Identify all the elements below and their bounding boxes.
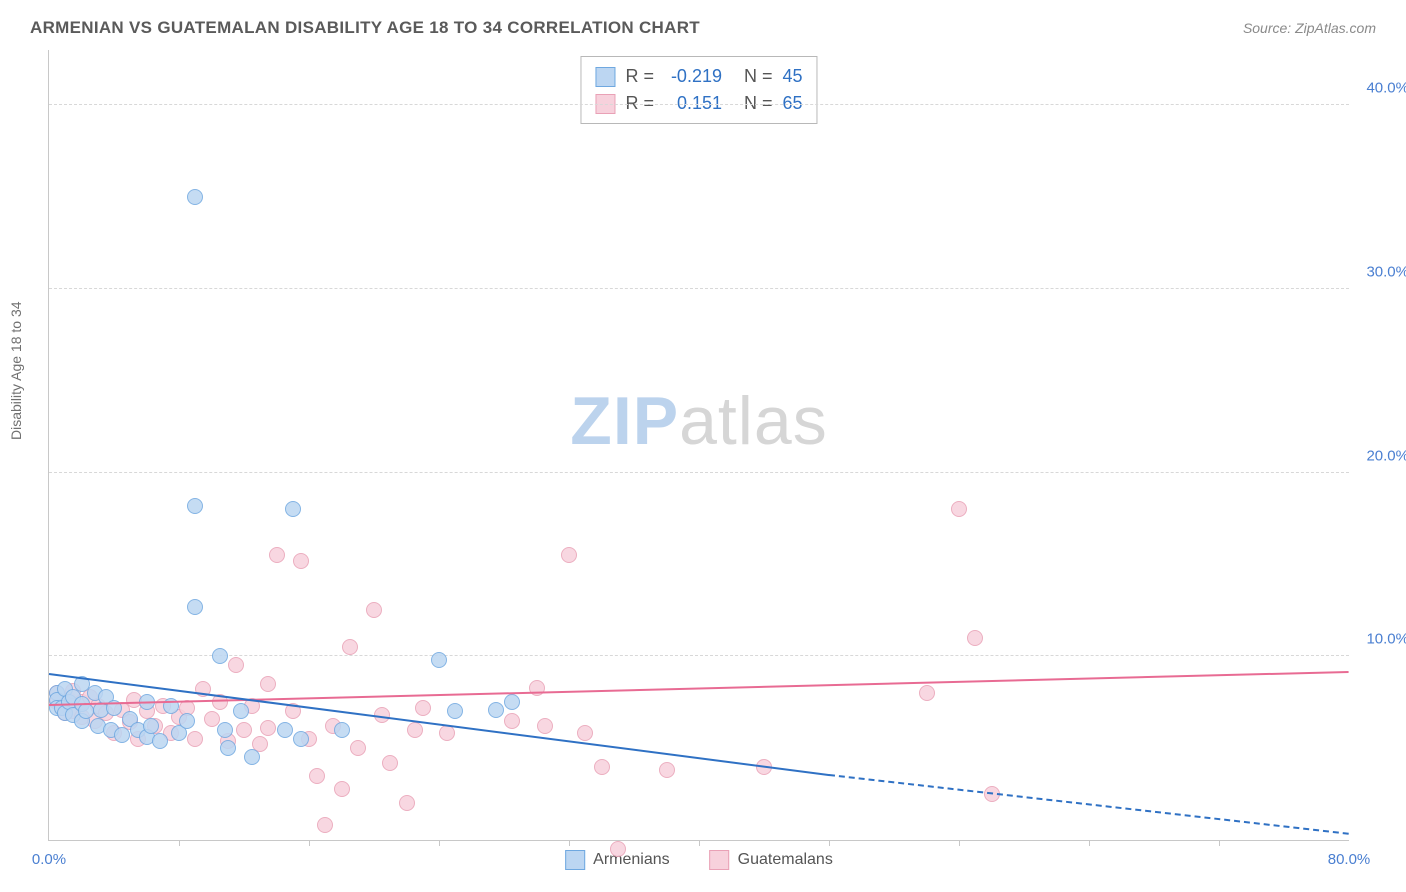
guatemalans-point [334,781,350,797]
stat-n-value: 45 [783,63,803,90]
legend-label: Armenians [593,851,669,869]
guatemalans-point [951,501,967,517]
armenians-point [217,722,233,738]
armenians-point [212,648,228,664]
guatemalans-point [415,700,431,716]
xtick-mark [309,840,310,846]
xtick-mark [1089,840,1090,846]
trendline-armenians-extrapolated [829,774,1349,835]
armenians-point [78,703,94,719]
legend-swatch-guatemalans [710,850,730,870]
armenians-point [143,718,159,734]
armenians-point [187,498,203,514]
guatemalans-point [293,553,309,569]
xtick-mark [569,840,570,846]
guatemalans-point [407,722,423,738]
armenians-point [244,749,260,765]
armenians-point [447,703,463,719]
source-attribution: Source: ZipAtlas.com [1243,20,1376,36]
guatemalans-point [260,720,276,736]
guatemalans-point [269,547,285,563]
ytick-label: 20.0% [1354,447,1406,464]
ytick-label: 10.0% [1354,631,1406,648]
armenians-point [220,740,236,756]
stat-label: N = [744,63,773,90]
armenians-point [504,694,520,710]
ytick-label: 40.0% [1354,80,1406,97]
guatemalans-point [309,768,325,784]
armenians-point [152,733,168,749]
armenians-point [277,722,293,738]
guatemalans-point [317,817,333,833]
armenians-point [187,189,203,205]
legend-swatch-armenians [565,850,585,870]
guatemalans-point [537,718,553,734]
gridline [49,288,1349,289]
guatemalans-point [504,713,520,729]
trendline-guatemalans [49,671,1349,706]
guatemalans-point [561,547,577,563]
armenians-point [187,599,203,615]
xtick-label-right: 80.0% [1328,851,1371,868]
stats-row-series1: R = -0.219 N = 45 [595,63,802,90]
watermark: ZIPatlas [570,382,827,460]
correlation-stats-box: R = -0.219 N = 45 R = 0.151 N = 65 [580,56,817,124]
guatemalans-point [610,841,626,857]
guatemalans-point [439,725,455,741]
stat-label: R = [625,63,654,90]
armenians-point [179,713,195,729]
ytick-label: 30.0% [1354,263,1406,280]
armenians-point [285,501,301,517]
guatemalans-point [236,722,252,738]
scatter-plot-area: ZIPatlas R = -0.219 N = 45 R = 0.151 N =… [48,50,1349,841]
guatemalans-point [187,731,203,747]
y-axis-label: Disability Age 18 to 34 [8,301,24,440]
armenians-point [233,703,249,719]
legend: Armenians Guatemalans [565,850,833,870]
gridline [49,655,1349,656]
watermark-atlas: atlas [679,383,828,459]
stat-r-value: -0.219 [664,63,722,90]
guatemalans-point [382,755,398,771]
guatemalans-point [260,676,276,692]
chart-title: ARMENIAN VS GUATEMALAN DISABILITY AGE 18… [30,18,700,38]
guatemalans-point [919,685,935,701]
armenians-point [431,652,447,668]
guatemalans-point [594,759,610,775]
xtick-mark [439,840,440,846]
guatemalans-point [228,657,244,673]
guatemalans-point [366,602,382,618]
guatemalans-point [342,639,358,655]
gridline [49,472,1349,473]
guatemalans-point [399,795,415,811]
legend-item-guatemalans: Guatemalans [710,850,833,870]
gridline [49,104,1349,105]
armenians-point [293,731,309,747]
legend-label: Guatemalans [738,851,833,869]
guatemalans-point [350,740,366,756]
armenians-point [488,702,504,718]
xtick-mark [179,840,180,846]
swatch-armenians [595,67,615,87]
xtick-mark [699,840,700,846]
guatemalans-point [577,725,593,741]
xtick-mark [829,840,830,846]
xtick-mark [1219,840,1220,846]
watermark-zip: ZIP [570,383,679,459]
guatemalans-point [967,630,983,646]
guatemalans-point [659,762,675,778]
xtick-label-left: 0.0% [32,851,66,868]
xtick-mark [959,840,960,846]
armenians-point [114,727,130,743]
armenians-point [334,722,350,738]
